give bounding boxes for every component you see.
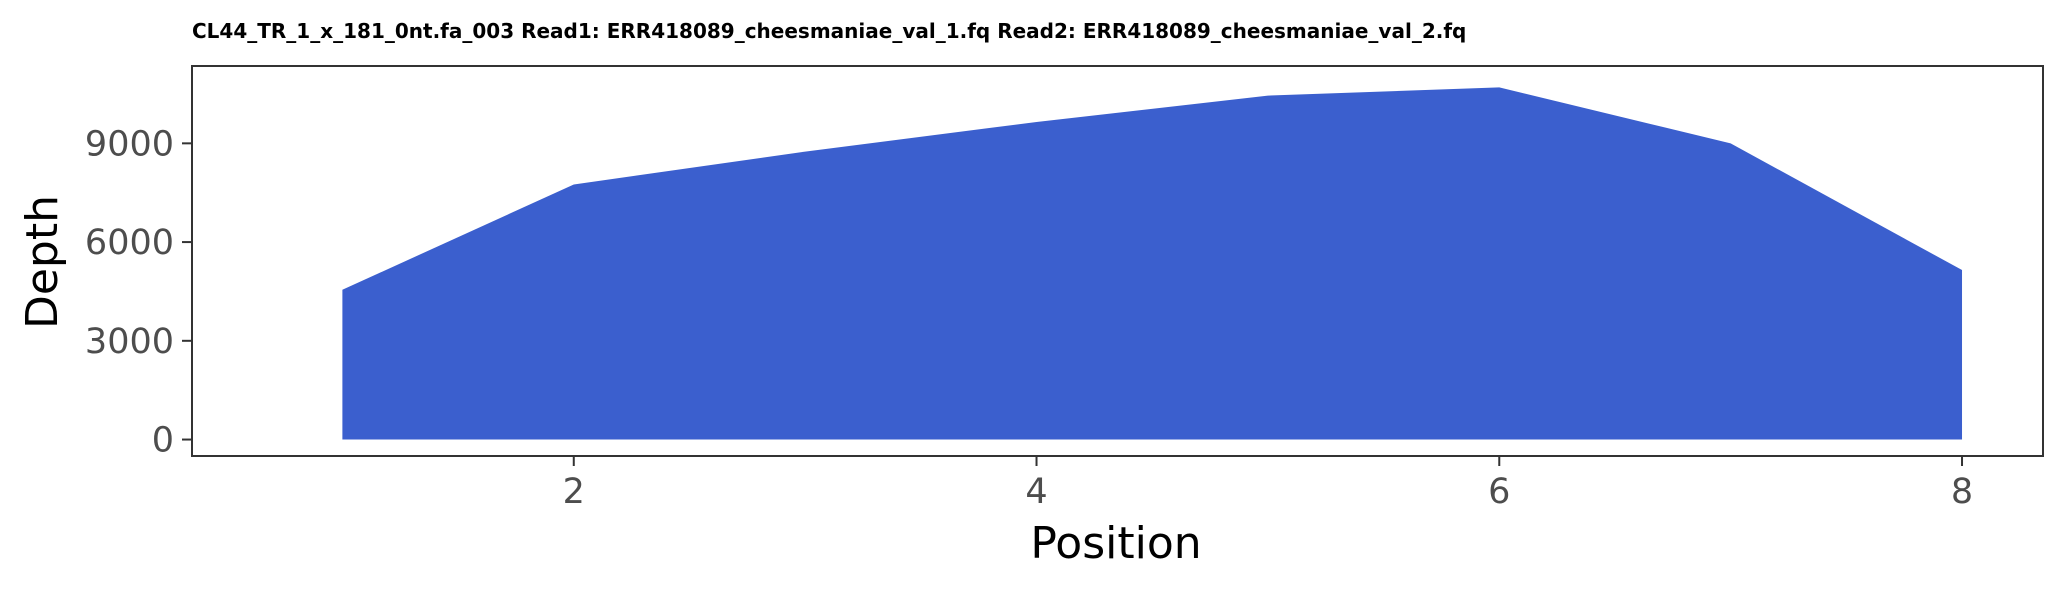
y-tick-label: 9000 xyxy=(85,124,174,164)
area-series-0 xyxy=(342,87,1963,440)
x-tick-label: 6 xyxy=(1488,472,1510,512)
y-tick-label: 6000 xyxy=(85,223,174,263)
x-tick-label: 4 xyxy=(1025,472,1047,512)
x-tick-label: 2 xyxy=(563,472,585,512)
panel-border xyxy=(191,65,2044,457)
chart-title: CL44_TR_1_x_181_0nt.fa_003 Read1: ERR418… xyxy=(192,19,1466,43)
x-axis: 2 4 6 8 xyxy=(563,456,1973,512)
y-tick-label: 0 xyxy=(152,421,174,461)
y-axis: 0 3000 6000 9000 xyxy=(85,124,192,461)
y-tick-label: 3000 xyxy=(85,322,174,362)
x-axis-title: Position xyxy=(1030,518,1201,569)
y-axis-title: Depth xyxy=(17,195,68,329)
x-tick-label: 8 xyxy=(1951,472,1973,512)
plot-area xyxy=(191,65,2044,457)
